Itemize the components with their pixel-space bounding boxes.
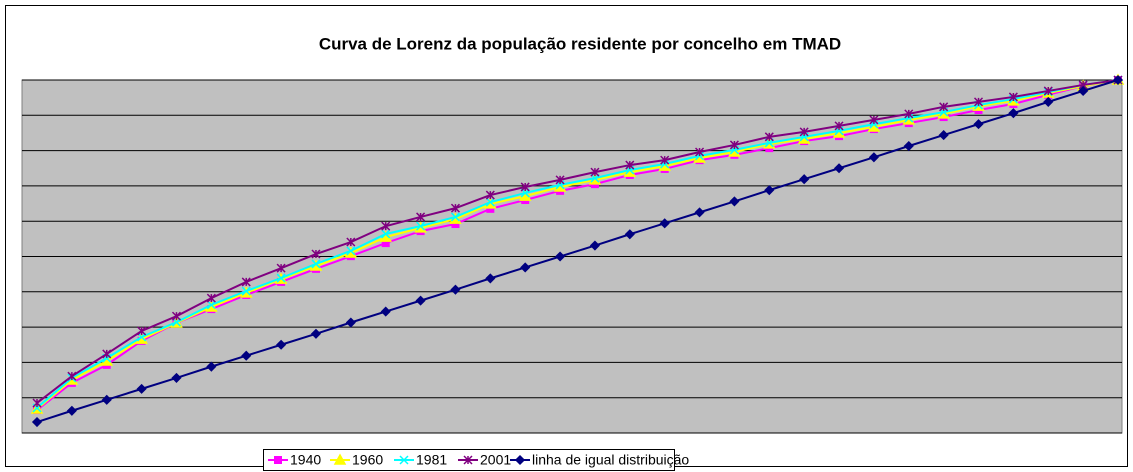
marker [450,203,460,213]
marker [1008,92,1018,102]
marker [1043,96,1054,107]
marker [1043,86,1053,96]
marker [346,237,356,247]
marker [241,350,252,361]
marker [450,284,461,295]
marker [486,204,495,213]
marker [346,246,356,256]
marker [624,229,635,240]
marker [799,174,810,185]
marker [1078,85,1089,97]
marker [799,127,809,137]
marker [171,311,182,321]
legend-marker [399,455,409,465]
marker [450,212,460,222]
chart-title: Curva de Lorenz da população residente p… [319,34,841,53]
legend-marker [333,453,347,465]
legend-label: 1960 [352,452,383,468]
marker [939,102,949,112]
marker [102,349,112,359]
marker [590,167,600,177]
series-line [36,79,1119,410]
series-line [36,79,1119,424]
series-line [36,79,1119,404]
marker [520,182,530,192]
marker [415,295,426,306]
marker [485,273,496,284]
marker [416,221,426,231]
marker [589,240,600,251]
legend-marker [274,456,282,464]
marker [938,130,949,141]
marker [206,361,217,372]
legend-marker [463,455,473,465]
marker [136,383,147,394]
marker [206,300,216,310]
marker [659,218,670,229]
marker [1008,108,1019,119]
marker [31,416,43,428]
marker [381,239,390,248]
marker [834,121,844,131]
marker [310,328,322,339]
marker [904,113,914,123]
marker [206,293,216,303]
legend-marker [514,454,526,466]
marker [729,196,740,207]
marker [66,405,77,416]
marker [555,175,565,185]
legend-label: 1981 [416,452,447,468]
marker [345,317,356,328]
marker [833,163,845,174]
marker [451,220,460,229]
legend-label: 1940 [290,452,321,468]
marker [695,147,705,157]
marker [764,132,774,142]
marker [416,212,426,222]
marker [276,273,286,283]
marker [485,190,495,200]
marker [276,339,287,350]
marker [904,109,914,119]
marker [729,140,739,150]
marker [625,160,635,170]
marker [241,286,251,296]
marker [869,115,879,125]
marker [973,119,984,130]
marker [381,221,391,231]
marker [381,229,391,239]
marker [311,259,321,269]
marker [764,185,775,196]
marker [311,249,321,259]
marker [137,326,147,336]
marker [973,97,984,107]
series-line [36,79,1119,409]
legend-label: linha de igual distribuição [532,452,689,468]
marker [32,398,42,408]
marker [171,372,182,383]
marker [555,251,566,262]
marker [1112,74,1124,86]
marker [67,371,77,381]
marker [520,262,531,273]
marker [241,277,251,287]
marker [485,197,495,207]
marker [660,155,670,165]
marker [276,263,286,273]
marker [380,306,391,317]
marker [101,394,112,405]
marker [869,119,879,129]
legend-label: 2001 [480,452,511,468]
marker [868,152,879,163]
marker [694,207,705,218]
marker [903,140,914,152]
